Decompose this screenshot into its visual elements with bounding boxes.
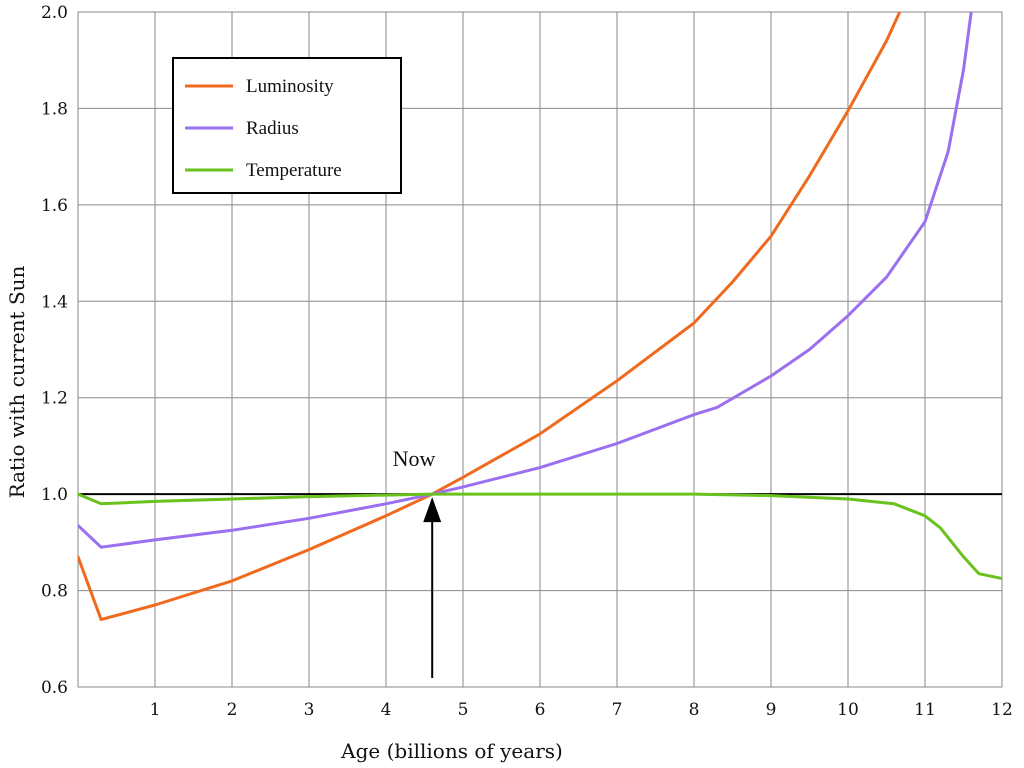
legend-label-temperature: Temperature xyxy=(246,160,342,181)
x-tick-label-6: 7 xyxy=(612,700,623,720)
x-axis-title: Age (billions of years) xyxy=(340,739,563,763)
series-line-temperature xyxy=(78,492,1002,580)
y-tick-label-4: 1.4 xyxy=(41,292,68,312)
y-tick-label-6: 1.8 xyxy=(41,99,68,119)
x-tick-label-1: 2 xyxy=(227,700,238,720)
x-tick-label-4: 5 xyxy=(458,700,469,720)
x-tick-label-11: 12 xyxy=(991,700,1013,720)
legend-label-luminosity: Luminosity xyxy=(246,76,334,97)
y-axis-title: Ratio with current Sun xyxy=(5,265,29,498)
x-tick-label-7: 8 xyxy=(689,700,700,720)
y-tick-label-0: 0.6 xyxy=(41,678,68,698)
y-tick-label-7: 2.0 xyxy=(41,3,68,23)
x-tick-label-0: 1 xyxy=(150,700,161,720)
x-tick-label-5: 6 xyxy=(535,700,546,720)
annotation-arrow-head xyxy=(423,497,442,523)
x-tick-label-3: 4 xyxy=(381,700,392,720)
y-tick-label-3: 1.2 xyxy=(41,389,68,409)
y-tick-label-2: 1.0 xyxy=(41,485,68,505)
annotation-now-label: Now xyxy=(393,446,436,471)
series-group xyxy=(78,12,1002,621)
x-tick-label-10: 11 xyxy=(914,700,936,720)
y-tick-label-1: 0.8 xyxy=(41,582,68,602)
series-line-luminosity xyxy=(78,12,902,621)
tick-labels: 1 2 3 4 5 6 7 8 9 10 11 120.60.81.01.21.41.61.82.0 xyxy=(41,3,1013,720)
legend-label-radius: Radius xyxy=(246,118,299,139)
x-tick-label-8: 9 xyxy=(766,700,777,720)
y-tick-label-5: 1.6 xyxy=(41,196,68,216)
legend: Luminosity Radius Temperature xyxy=(172,57,402,194)
series-line-radius xyxy=(78,12,973,549)
x-tick-label-2: 3 xyxy=(304,700,315,720)
x-tick-label-9: 10 xyxy=(837,700,859,720)
